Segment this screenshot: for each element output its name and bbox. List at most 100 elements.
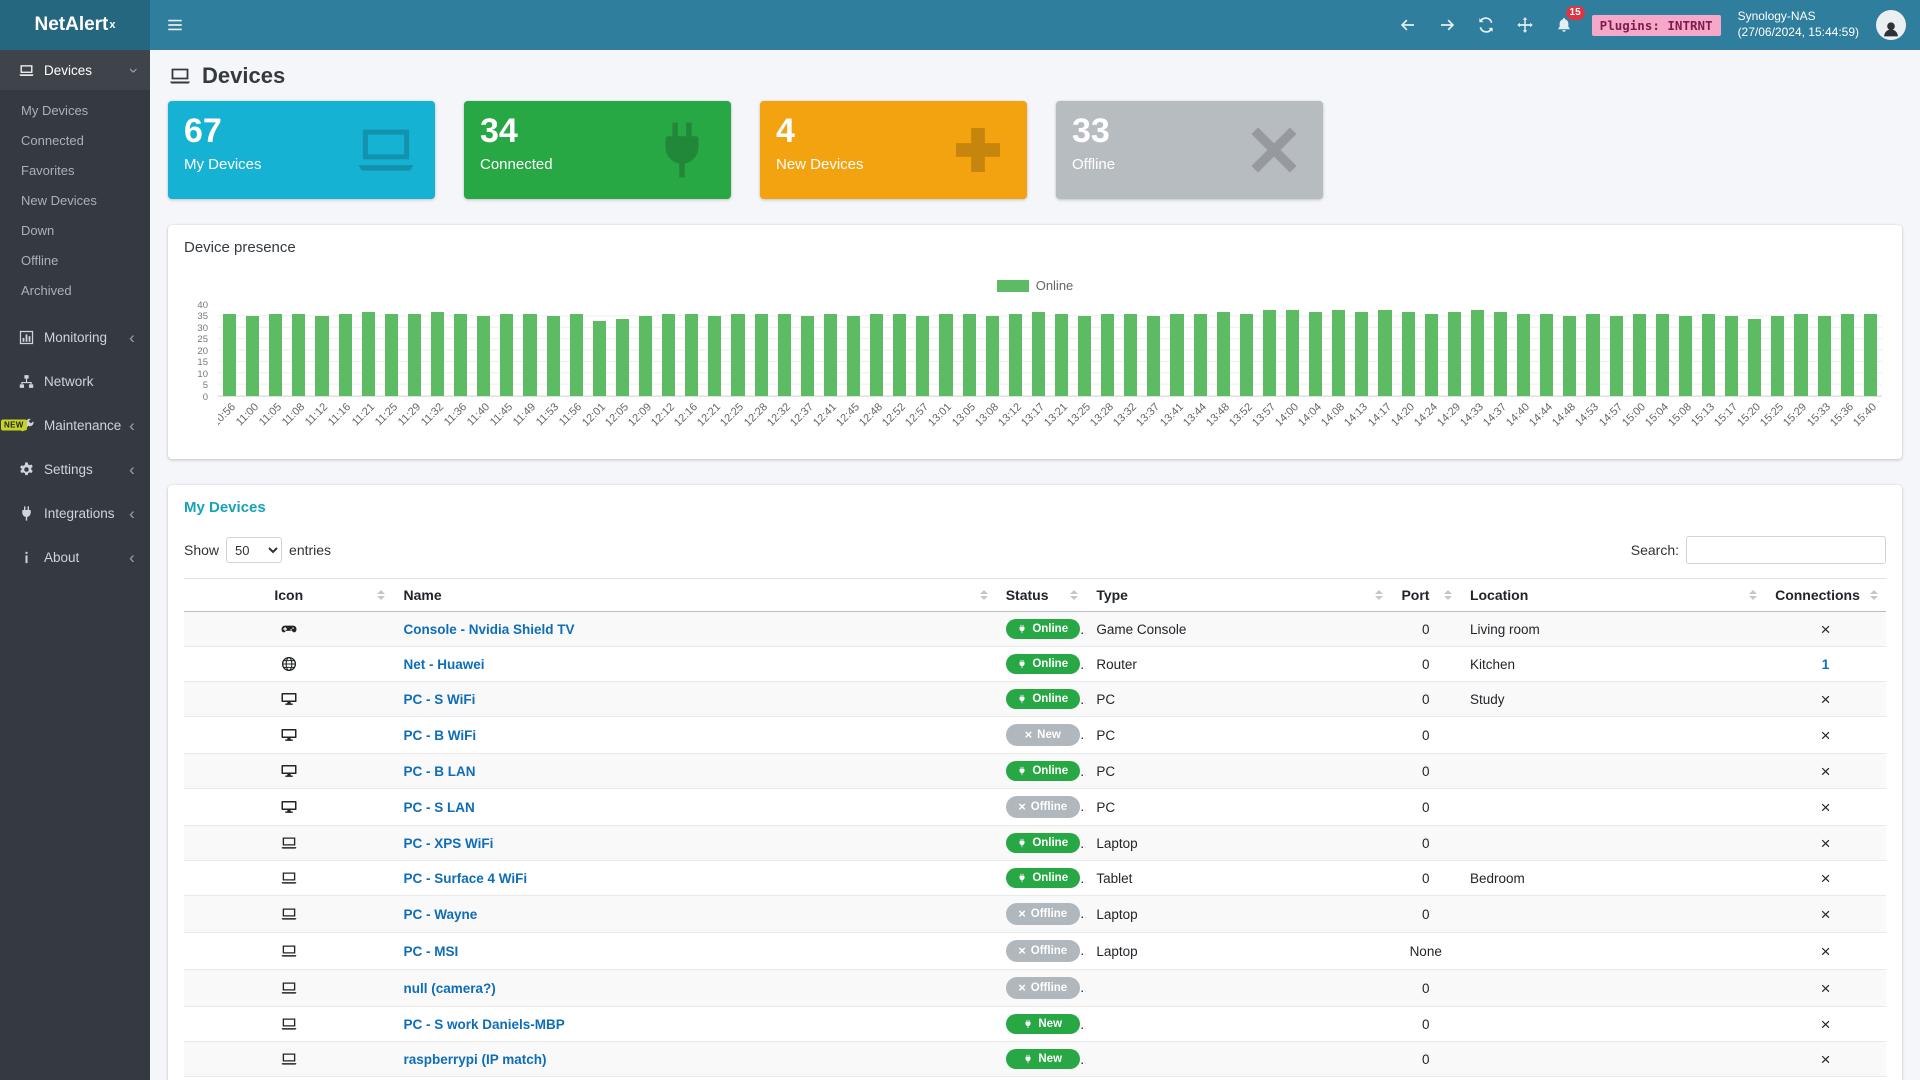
search-input[interactable] [1686, 536, 1886, 564]
chart-bar [1216, 311, 1230, 396]
globe-icon [280, 655, 298, 673]
sidebar-item-network[interactable]: Network [0, 359, 150, 403]
chart-bar [777, 314, 791, 396]
stat-card-my-devices[interactable]: 67 My Devices [168, 101, 435, 199]
sidebar-toggle-button[interactable] [164, 14, 186, 36]
move-widgets-button[interactable] [1514, 14, 1536, 36]
arrow-left-icon [1399, 16, 1417, 34]
device-row: Net - Huawei Online Router 0 Kitchen 1 [184, 646, 1886, 682]
brand-text: NetAlert [34, 14, 109, 35]
device-row: raspberrypi (IP match) New 0 [184, 1041, 1886, 1077]
x-mark [1821, 1018, 1831, 1033]
devices-table-body: Console - Nvidia Shield TV Online Game Con… [184, 611, 1886, 1080]
chevron-left-icon [126, 417, 138, 434]
device-name-link[interactable]: null (camera?) [403, 980, 496, 996]
device-name-link[interactable]: raspberrypi (IP match) [403, 1051, 547, 1067]
chart-bar [1725, 316, 1739, 396]
notifications-button[interactable]: 15 [1553, 6, 1585, 36]
sidebar-item-integrations[interactable]: Integrations [0, 491, 150, 535]
sidebar-item-settings[interactable]: Settings [0, 447, 150, 491]
nav-back-button[interactable] [1397, 14, 1419, 36]
chevron-left-icon [126, 505, 138, 522]
chart-bar [1470, 309, 1485, 396]
chevron-down-icon [126, 62, 138, 79]
chart-bar [1863, 314, 1877, 396]
refresh-icon [1477, 16, 1495, 34]
chart-legend[interactable]: Online [184, 278, 1886, 293]
my-devices-title: My Devices [184, 499, 266, 516]
sidebar-item-offline[interactable]: Offline [21, 252, 59, 268]
device-name-link[interactable]: PC - XPS WiFi [403, 835, 494, 851]
sidebar-item-monitoring[interactable]: Monitoring [0, 315, 150, 359]
chart-bar [893, 314, 907, 396]
sidebar-item-devices[interactable]: Devices [0, 50, 150, 90]
stat-card-new-devices[interactable]: 4 New Devices [760, 101, 1027, 199]
plug-icon [1023, 1054, 1033, 1064]
sidebar-item-about[interactable]: About [0, 535, 150, 579]
connections-link[interactable]: 1 [1821, 656, 1830, 672]
user-avatar[interactable] [1876, 10, 1906, 40]
sidebar-item-connected[interactable]: Connected [21, 132, 84, 148]
device-name-link[interactable]: PC - Wayne [403, 906, 478, 922]
chart-bar [1378, 309, 1392, 396]
stat-card-offline[interactable]: 33 Offline [1056, 101, 1323, 199]
status-badge: Offline [1005, 796, 1080, 818]
device-name-link[interactable]: PC - S work Daniels-MBP [403, 1016, 565, 1032]
sort-icon [1375, 590, 1384, 600]
sidebar-item-maintenance[interactable]: MaintenanceNEW [0, 403, 150, 447]
stat-label: Offline [1072, 156, 1116, 173]
plugins-status-badge[interactable]: Plugins: INTRNT [1591, 14, 1721, 36]
device-name-link[interactable]: PC - B LAN [403, 763, 476, 779]
bell-icon [1555, 16, 1573, 34]
device-name-link[interactable]: PC - B WiFi [403, 727, 477, 743]
device-name-link[interactable]: PC - S LAN [403, 799, 475, 815]
status-badge: New [1005, 724, 1080, 746]
column-header-connections[interactable]: Connections [1765, 578, 1886, 612]
column-header-icon[interactable]: Icon [184, 578, 394, 612]
chart-bar [962, 314, 976, 396]
legend-swatch [996, 279, 1029, 292]
sort-icon [1870, 590, 1878, 600]
device-name-link[interactable]: PC - Surface 4 WiFi [403, 870, 528, 886]
presence-chart: 0 5 10 15 20 25 30 35 40 [197, 300, 1882, 401]
chart-bar [292, 314, 306, 396]
column-header-location[interactable]: Location [1459, 578, 1766, 612]
stat-card-connected[interactable]: 34 Connected [464, 101, 731, 199]
chart-bar [662, 314, 676, 396]
sidebar-item-new-devices[interactable]: New Devices [21, 192, 97, 208]
device-presence-card: Device presence Online 0 5 10 15 20 25 30 35 40 … [168, 225, 1902, 459]
device-name-link[interactable]: Net - Huawei [403, 656, 485, 672]
nav-forward-button[interactable] [1436, 14, 1458, 36]
device-row: PC - S WiFi Online PC 0 Study [184, 681, 1886, 717]
devices-submenu: My Devices Connected Favorites New Devices D… [0, 90, 150, 315]
sidebar-item-down[interactable]: Down [21, 222, 55, 238]
column-header-status[interactable]: Status [995, 578, 1087, 612]
sidebar-item-my-devices[interactable]: My Devices [21, 102, 89, 118]
x-mark [1821, 982, 1831, 997]
stat-value: 33 [1072, 112, 1110, 150]
chart-bar [223, 314, 237, 396]
device-name-link[interactable]: Console - Nvidia Shield TV [403, 621, 575, 637]
show-label: Show [184, 542, 220, 558]
status-badge: Online [1005, 619, 1080, 639]
sidebar-item-archived[interactable]: Archived [21, 282, 72, 298]
column-header-type[interactable]: Type [1086, 578, 1392, 612]
chart-y-axis: 0 5 10 15 20 25 30 35 40 [197, 299, 208, 403]
device-name-link[interactable]: PC - MSI [403, 943, 459, 959]
devices-title-icon [168, 64, 192, 88]
main-content: Devices 67 My Devices 34 Connected 4 New… [150, 0, 1920, 1080]
column-header-name[interactable]: Name [393, 578, 996, 612]
chart-bar [1239, 314, 1253, 396]
column-header-port[interactable]: Port [1391, 578, 1460, 612]
x-mark [1821, 729, 1831, 744]
chart-bar [1540, 314, 1554, 396]
refresh-button[interactable] [1475, 14, 1497, 36]
plug-icon [1017, 766, 1027, 776]
chart-bar [1517, 314, 1531, 396]
sidebar-item-favorites[interactable]: Favorites [21, 162, 75, 178]
status-badge: Online [1005, 868, 1080, 888]
page-length-select[interactable]: 50 [226, 537, 283, 563]
app-logo[interactable]: NetAlert x [0, 0, 150, 50]
device-name-link[interactable]: PC - S WiFi [403, 691, 476, 707]
status-badge: Online [1005, 761, 1080, 781]
